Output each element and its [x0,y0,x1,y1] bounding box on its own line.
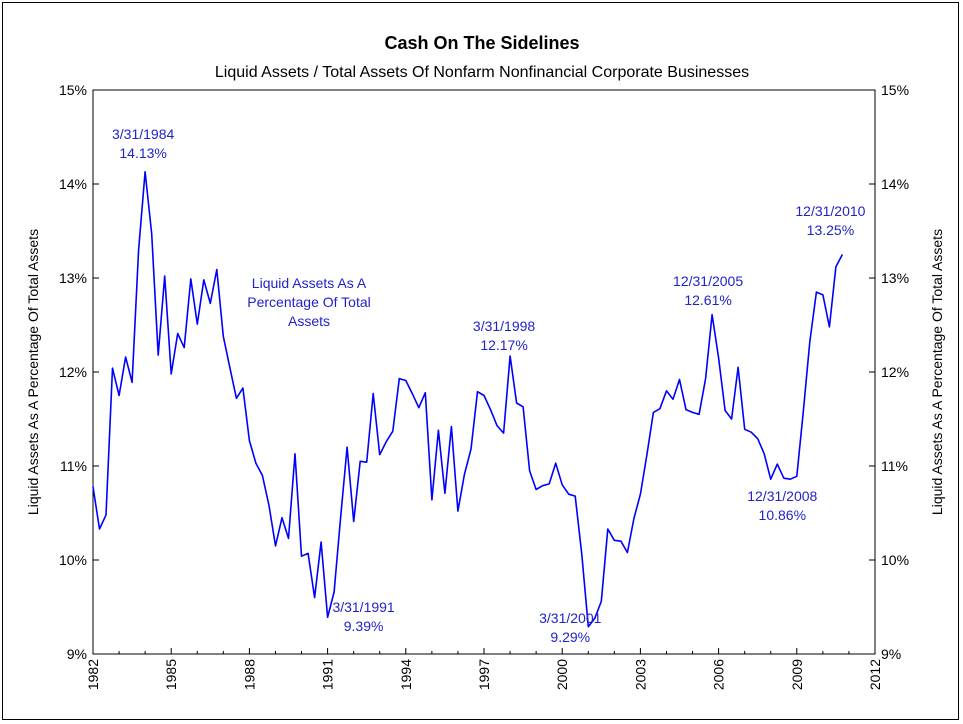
x-tick-label: 2006 [711,659,727,690]
y-tick-label-right: 10% [881,552,909,568]
y-tick-label-right: 13% [881,270,909,286]
y-tick-label-right: 9% [881,646,901,662]
y-tick-label-left: 15% [59,82,87,98]
x-tick-label: 1991 [320,659,336,690]
annotation-2010-latest: 12/31/2010 13.25% [795,203,865,238]
plot-area [92,89,876,655]
x-tick-label: 1985 [163,659,179,690]
series-line [92,171,844,628]
x-tick-label: 2000 [554,659,570,690]
annotation-1984-peak: 3/31/1984 14.13% [112,126,174,161]
x-tick-label: 1997 [476,659,492,690]
x-tick-label: 2009 [789,659,805,690]
y-tick-label-left: 13% [59,270,87,286]
annotation-2005-peak: 12/31/2005 12.61% [673,273,743,308]
y-tick-label-left: 12% [59,364,87,380]
annotation-2001-low: 3/31/2001 9.29% [539,610,601,645]
annotation-1991-low: 3/31/1991 9.39% [332,599,394,634]
y-tick-label-right: 12% [881,364,909,380]
y-tick-label-left: 9% [67,646,87,662]
series-description-note: Liquid Assets As A Percentage Of Total Ass… [247,275,370,329]
x-tick-label: 1994 [398,659,414,690]
x-tick-label: 2003 [632,659,648,690]
annotation-2008-low: 12/31/2008 10.86% [747,488,817,523]
annotations: 3/31/1984 14.13% 3/31/1991 9.39% 3/31/1998… [112,126,866,645]
x-tick-label: 1988 [241,659,257,690]
chart-title: Cash On The Sidelines [384,33,579,53]
y-tick-label-right: 14% [881,176,909,192]
x-tick-label: 1982 [85,659,101,690]
chart-subtitle: Liquid Assets / Total Assets Of Nonfarm … [215,64,749,81]
y-tick-label-left: 11% [60,458,87,474]
annotation-1998-peak: 3/31/1998 12.17% [473,318,535,353]
y-axis-label-left: Liquid Assets As A Percentage Of Total A… [25,229,41,515]
y-tick-label-left: 14% [59,176,87,192]
y-tick-label-right: 15% [881,82,909,98]
y-axis-label-right: Liquid Assets As A Percentage Of Total A… [929,229,945,515]
axes: 1982 1985 1988 1991 1994 1997 2000 2003 2006 2009… [59,82,909,690]
y-tick-label-right: 11% [881,458,908,474]
y-tick-label-left: 10% [59,552,87,568]
x-tick-label: 2012 [867,659,883,690]
series-group [92,171,844,628]
